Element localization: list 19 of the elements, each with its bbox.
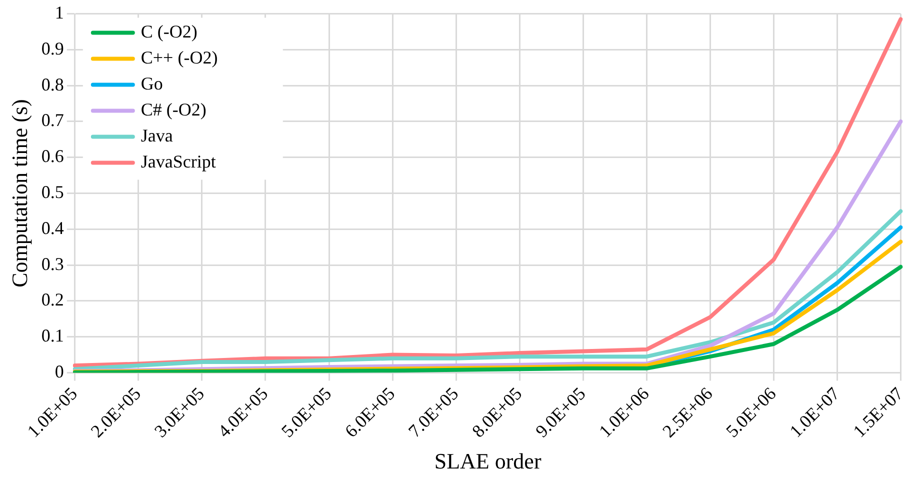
y-tick-label: 0.9 [41,38,64,58]
y-tick-label: 1 [54,2,64,23]
x-axis-title: SLAE order [434,448,542,474]
legend-label: C# (-O2) [140,100,206,120]
y-tick-label: 0 [54,361,64,382]
legend-label: Java [140,126,173,146]
y-tick-label: 0.2 [41,290,64,310]
legend-label: C (-O2) [140,22,198,42]
y-tick-label: 0.8 [41,74,64,94]
y-tick-label: 0.1 [41,326,64,346]
y-tick-label: 0.6 [41,146,64,166]
y-tick-label: 0.7 [41,110,64,130]
legend-label: C++ (-O2) [140,48,218,68]
y-tick-label: 0.3 [41,254,64,274]
y-axis-title: Computation time (s) [6,99,32,288]
y-tick-label: 0.5 [41,182,64,202]
y-tick-label: 0.4 [41,218,64,238]
legend-label: JavaScript [140,152,216,172]
legend-label: Go [140,74,163,94]
